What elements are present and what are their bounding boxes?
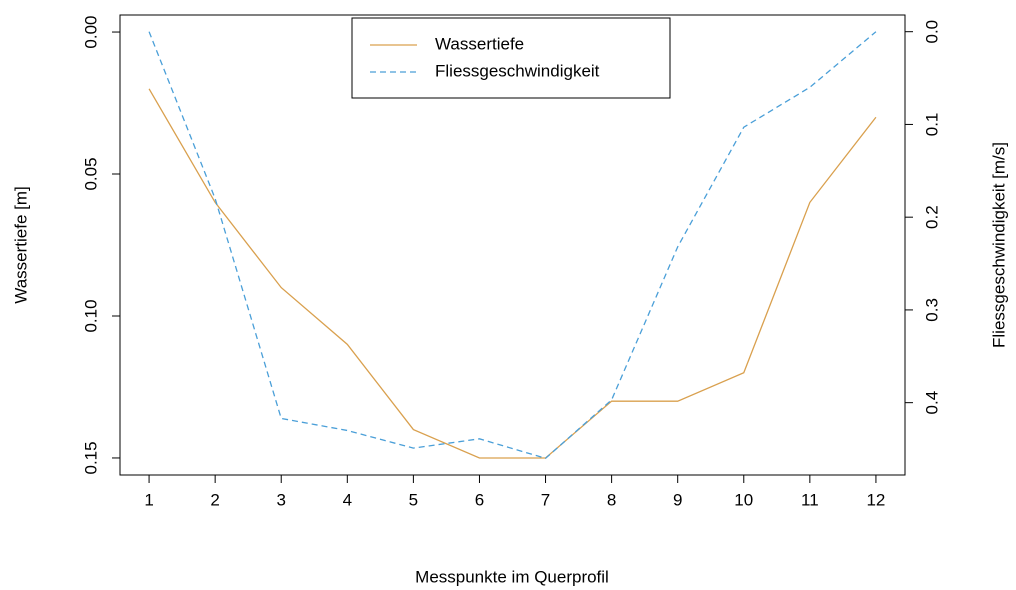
x-axis-label: Messpunkte im Querprofil — [415, 567, 609, 586]
x-tick-label: 6 — [475, 490, 484, 509]
y2ticks-tick-label: 0.4 — [922, 391, 941, 415]
x-tick-label: 4 — [343, 490, 352, 509]
data-line — [148, 88, 877, 459]
legend-label: Fliessgeschwindigkeit — [435, 61, 600, 80]
y-axis-label: Wassertiefe [m] — [11, 186, 30, 303]
legend-label: Wassertiefe — [435, 34, 524, 53]
x-tick-label: 5 — [409, 490, 418, 509]
y2ticks-tick-label: 0.0 — [922, 20, 941, 44]
x-tick-label: 3 — [276, 490, 285, 509]
x-tick-label: 10 — [734, 490, 753, 509]
y2ticks-tick-label: 0.3 — [922, 298, 941, 322]
yticks-tick-label: 0.00 — [81, 15, 100, 48]
data-line — [148, 31, 877, 460]
y2ticks-tick-label: 0.2 — [922, 205, 941, 229]
yticks-tick-label: 0.05 — [81, 157, 100, 190]
x-tick-label: 2 — [210, 490, 219, 509]
x-tick-label: 11 — [801, 490, 819, 509]
y2ticks-tick-label: 0.1 — [922, 113, 941, 137]
legend-box — [351, 17, 671, 99]
plot-frame — [119, 14, 906, 476]
yticks-tick-label: 0.15 — [81, 441, 100, 474]
x-tick-label: 7 — [541, 490, 550, 509]
y2-axis-label: Fliessgeschwindigkeit [m/s] — [989, 142, 1008, 348]
x-tick-label: 1 — [144, 490, 153, 509]
x-tick-label: 12 — [866, 490, 885, 509]
x-tick-label: 8 — [607, 490, 616, 509]
yticks-tick-label: 0.10 — [81, 299, 100, 332]
x-tick-label: 9 — [673, 490, 682, 509]
